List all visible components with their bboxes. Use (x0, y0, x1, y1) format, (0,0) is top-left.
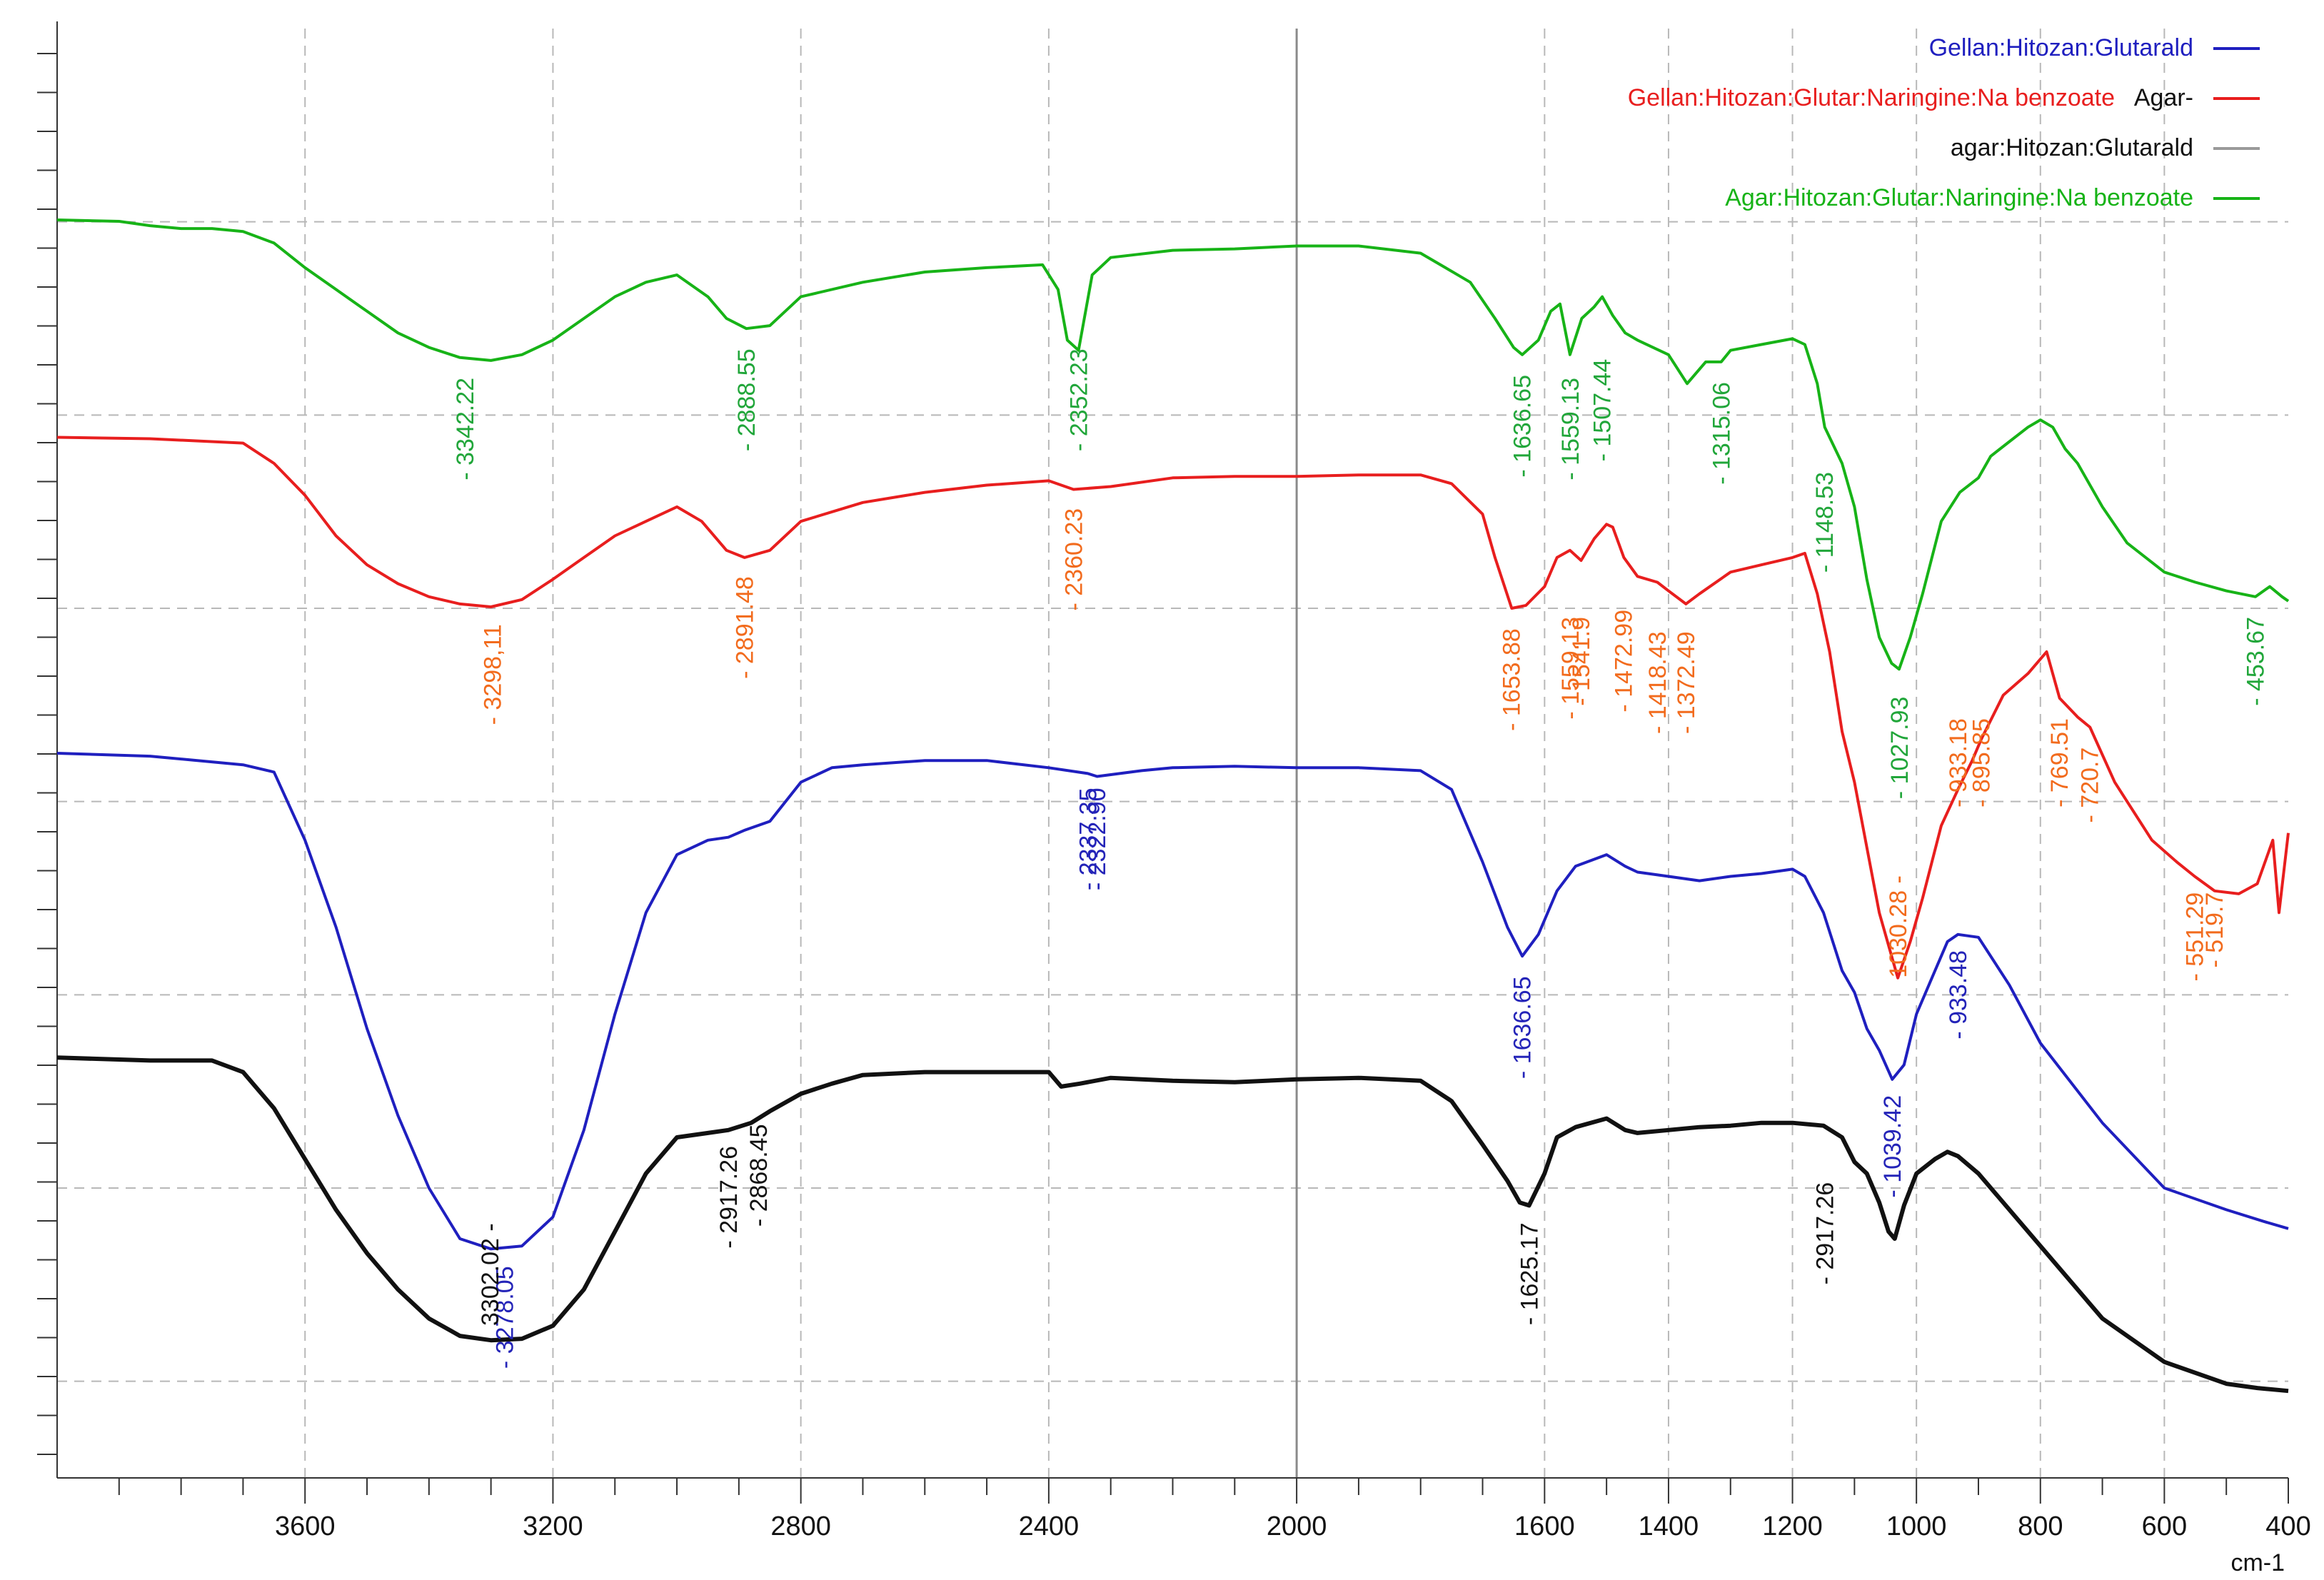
peak-annotations: - 3342.22 - 2888.55 - 2352.23 - 1636.65 - 15… (452, 348, 2269, 1369)
peak-label: - 519.7 (2201, 892, 2228, 968)
x-tick-label: 2400 (1019, 1511, 1080, 1541)
peak-label: - 2917.26 (715, 1146, 743, 1249)
series-line-4 (56, 218, 2290, 671)
x-tick-label: 3200 (523, 1511, 583, 1541)
peak-label: - 2352.23 (1065, 348, 1092, 451)
legend-label: Gellan:Hitozan:Glutarald (1929, 34, 2193, 61)
peak-label: - 1653.88 (1499, 628, 1526, 731)
peak-label: - 2917.26 (1812, 1182, 1839, 1285)
peak-label: - 3278.05 (492, 1266, 519, 1369)
x-tick-label: 1400 (1639, 1511, 1699, 1541)
peak-label: - 3342.22 (452, 378, 479, 480)
peak-label: - 1472.99 (1611, 610, 1638, 713)
peak-label: - 933.48 (1945, 950, 1972, 1040)
peak-label: - 933.18 (1945, 718, 1972, 807)
peak-label: - 1559.13 (1557, 617, 1584, 720)
x-unit-label: cm-1 (2230, 1549, 2285, 1576)
peak-label: - 2360.23 (1060, 508, 1087, 611)
peak-label: - 3298,11 (479, 624, 506, 725)
legend-suffix: Agar- (2134, 84, 2193, 111)
peak-label: - 1027.93 (1886, 697, 1913, 800)
x-tick-label: 1200 (1762, 1511, 1823, 1541)
x-tick-label: 400 (2265, 1511, 2310, 1541)
peak-label: 1030.28 - (1885, 875, 1912, 978)
peak-label: - 1636.65 (1509, 375, 1536, 478)
legend-label: agar:Hitozan:Glutarald (1951, 134, 2193, 161)
peak-label: - 2337.35 (1075, 788, 1102, 891)
series-line-2 (56, 436, 2290, 980)
peak-label: - 1507.44 (1589, 359, 1616, 462)
grid-lines (37, 21, 2288, 1478)
peak-label: - 453.67 (2242, 617, 2269, 706)
x-tick-label: 800 (2018, 1511, 2063, 1541)
series-layer (56, 218, 2290, 1394)
peak-label: - 720.7 (2077, 748, 2104, 823)
peak-label: - 1148.53 (1811, 472, 1838, 573)
series-line-1 (56, 752, 2289, 1251)
peak-label: - 769.51 (2046, 718, 2073, 807)
peak-label: - 2868.45 (745, 1124, 773, 1227)
legend-label: Agar:Hitozan:Glutar:Naringine:Na benzoat… (1725, 184, 2193, 211)
series-line-3 (56, 1055, 2289, 1394)
peak-label: - 2888.55 (733, 348, 760, 451)
x-tick-label: 1600 (1514, 1511, 1575, 1541)
peak-label: - 1625.17 (1516, 1223, 1544, 1326)
peak-label: - 1559.13 (1557, 378, 1584, 480)
legend-label: Gellan:Hitozan:Glutar:Naringine:Na benzo… (1628, 84, 2115, 111)
x-tick-label: 1000 (1886, 1511, 1947, 1541)
peak-label: - 2322.90 (1084, 788, 1111, 891)
x-tick-label: 3600 (275, 1511, 336, 1541)
peak-label: - 2891.48 (731, 576, 758, 679)
x-tick-label: 2800 (770, 1511, 831, 1541)
peak-label: - 1372.49 (1673, 631, 1700, 734)
peak-label: - 1636.65 (1509, 976, 1536, 1079)
peak-label: - 895.85 (1968, 718, 1996, 807)
peak-label: - 551.29 (2182, 892, 2209, 982)
peak-label: - 1418.43 (1644, 631, 1671, 734)
x-tick-label: 600 (2142, 1511, 2187, 1541)
peak-label: 3302.02 - (477, 1223, 504, 1326)
peak-label: - 1315.06 (1709, 382, 1736, 485)
peak-label: - 1039.42 (1879, 1095, 1906, 1198)
legend: Gellan:Hitozan:Glutarald Agar- Gellan:Hito… (1628, 34, 2260, 211)
peak-label: - 1541.9 (1568, 617, 1595, 706)
x-tick-label: 2000 (1267, 1511, 1327, 1541)
x-axis: 3600 3200 2800 2400 2000 1600 1400 1200 1000 800 6… (57, 1477, 2311, 1576)
